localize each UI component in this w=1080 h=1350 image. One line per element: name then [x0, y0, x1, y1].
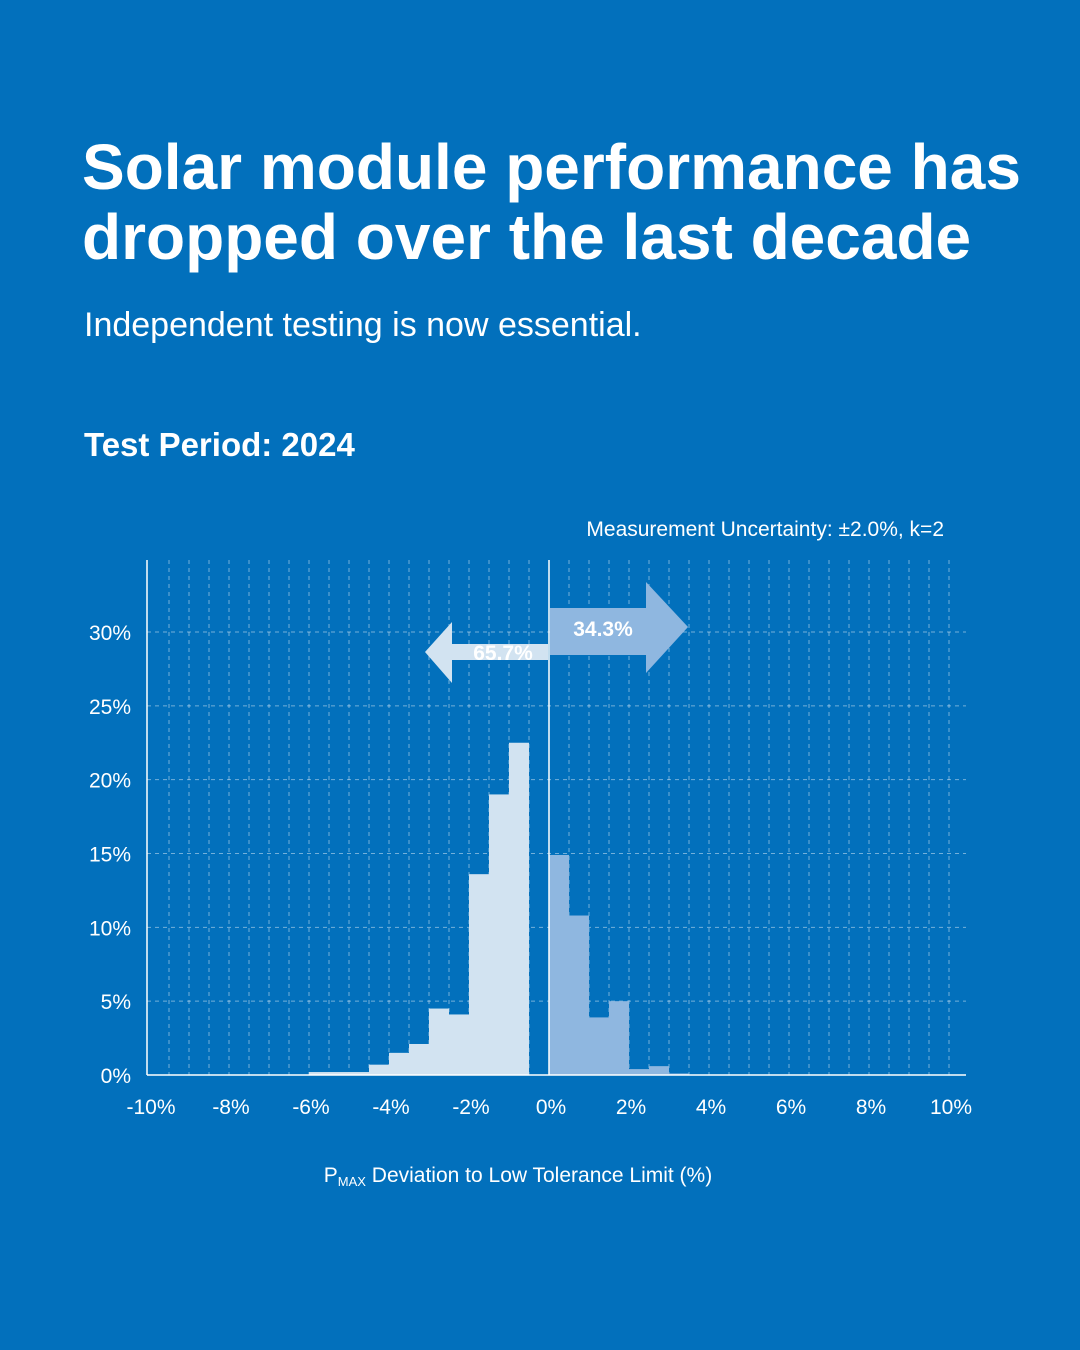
y-tick-label: 5% — [101, 991, 131, 1014]
left-share-label: 65.7% — [473, 642, 533, 665]
right-share-label: 34.3% — [573, 618, 633, 641]
x-tick-label: -2% — [452, 1096, 489, 1119]
bar-below-limit — [429, 1008, 449, 1075]
x-tick-label: 10% — [930, 1096, 972, 1119]
bar-below-limit — [349, 1072, 369, 1075]
left-arrow-shape — [425, 622, 548, 683]
x-tick-label: -6% — [292, 1096, 329, 1119]
bar-below-limit — [409, 1043, 429, 1075]
right-share-arrow: 34.3% — [550, 582, 688, 673]
test-period-label: Test Period: 2024 — [84, 426, 355, 463]
axes — [146, 560, 966, 1076]
bar-below-limit — [449, 1014, 469, 1075]
y-tick-label: 25% — [89, 696, 131, 719]
bar-below-limit — [329, 1072, 349, 1075]
y-tick-label: 15% — [89, 844, 131, 867]
bar-below-limit — [389, 1052, 409, 1075]
left-share-arrow: 65.7% — [425, 622, 548, 683]
bar-above-limit — [589, 1017, 609, 1075]
bar-below-limit — [369, 1064, 389, 1075]
bar-above-limit — [569, 915, 589, 1075]
bar-above-limit — [629, 1069, 649, 1075]
x-tick-label: 6% — [776, 1096, 806, 1119]
x-axis-title-text: Deviation to Low Tolerance Limit (%) — [366, 1164, 712, 1187]
uncertainty-annotation: Measurement Uncertainty: ±2.0%, k=2 — [586, 518, 944, 541]
x-tick-label: 8% — [856, 1096, 886, 1119]
x-tick-label: -8% — [212, 1096, 249, 1119]
bar-above-limit — [549, 854, 569, 1075]
y-tick-label: 30% — [89, 622, 131, 645]
bar-below-limit — [469, 874, 489, 1075]
y-tick-label: 10% — [89, 917, 131, 940]
x-axis-title-subscript: MAX — [338, 1174, 367, 1189]
x-tick-label: -4% — [372, 1096, 409, 1119]
bar-below-limit — [309, 1072, 329, 1075]
histogram-bars — [309, 742, 689, 1075]
y-tick-label: 0% — [101, 1065, 131, 1088]
bar-below-limit — [489, 794, 509, 1075]
x-tick-label: 4% — [696, 1096, 726, 1119]
x-axis-title: PMAX Deviation to Low Tolerance Limit (%… — [324, 1164, 712, 1189]
x-tick-label: 0% — [536, 1096, 566, 1119]
bar-above-limit — [609, 1001, 629, 1075]
right-arrow-shape — [550, 582, 688, 673]
tick-labels: 0% 5% 10% 15% 20% 25% 30% -10% -8% -6% -4% -2% 0% 2% 4… — [89, 622, 972, 1119]
x-tick-label: 2% — [616, 1096, 646, 1119]
bar-above-limit — [649, 1066, 669, 1075]
x-axis-title-prefix: P — [324, 1164, 338, 1187]
headline: Solar module performance has dropped ove… — [82, 131, 1021, 273]
subtitle: Independent testing is now essential. — [84, 306, 642, 344]
y-tick-label: 20% — [89, 770, 131, 793]
bar-below-limit — [509, 742, 529, 1075]
x-tick-label: -10% — [126, 1096, 175, 1119]
